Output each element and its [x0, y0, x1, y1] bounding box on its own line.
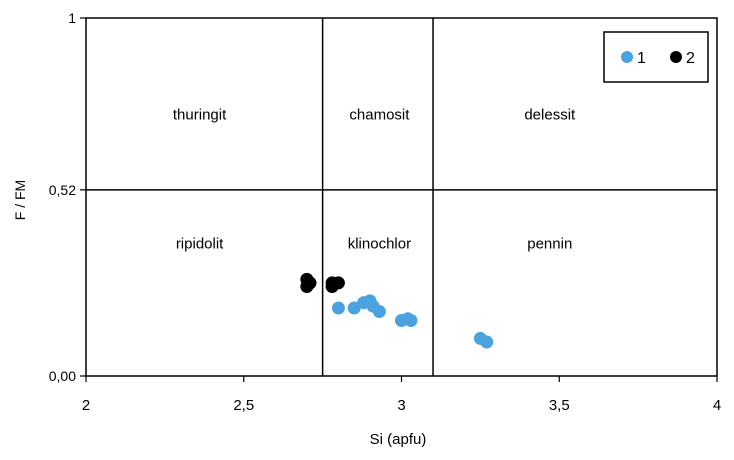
region-labels: thuringit chamosit delessit ripidolit klinoc…: [173, 107, 576, 253]
x-axis-label: Si (apfu): [370, 431, 427, 448]
data-point-series-1: [404, 314, 418, 328]
y-tick-label: 0,52: [49, 182, 76, 198]
x-tick-label: 4: [713, 397, 721, 414]
data-points: [300, 272, 494, 349]
x-tick-label: 2,5: [233, 397, 254, 414]
axis-ticks: 2 2,5 3 3,5 4 0,00 0,52 1: [49, 10, 721, 414]
data-point-series-2: [303, 276, 317, 290]
legend-label: 2: [686, 50, 695, 67]
data-point-series-1: [347, 301, 361, 315]
region-label: klinochlor: [348, 236, 411, 253]
data-point-series-2: [331, 276, 345, 290]
region-label: thuringit: [173, 107, 227, 124]
region-label: delessit: [524, 107, 576, 124]
legend-label: 1: [637, 50, 646, 67]
y-tick-label: 1: [68, 10, 76, 26]
legend-marker-series-1: [621, 51, 633, 63]
data-point-series-1: [372, 305, 386, 319]
x-tick-label: 3,5: [549, 397, 570, 414]
y-axis-label: F / FM: [12, 180, 28, 220]
legend-marker-series-2: [670, 51, 682, 63]
data-point-series-1: [480, 335, 494, 349]
field-boundaries: [86, 18, 717, 376]
data-point-series-1: [331, 301, 345, 315]
region-label: chamosit: [349, 107, 410, 124]
x-tick-label: 2: [82, 397, 90, 414]
x-tick-label: 3: [397, 397, 405, 414]
y-tick-label: 0,00: [49, 368, 76, 384]
region-label: ripidolit: [176, 236, 224, 253]
region-label: pennin: [527, 236, 572, 253]
